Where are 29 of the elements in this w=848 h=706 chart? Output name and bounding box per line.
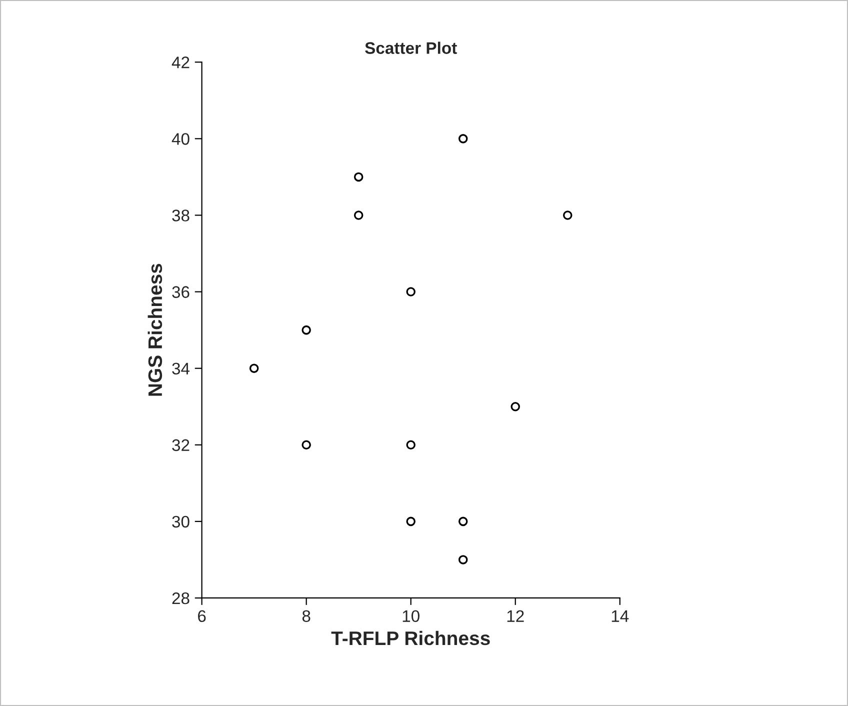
y-tick-label: 38 <box>172 210 190 222</box>
point <box>562 210 572 220</box>
y-tick-label: 30 <box>172 516 190 528</box>
point <box>458 134 468 144</box>
y-tick-label: 34 <box>172 362 190 375</box>
x-tick-label: 12 <box>507 610 524 622</box>
point <box>406 287 416 296</box>
point <box>249 364 259 373</box>
chart-title: Scatter Plot <box>365 42 457 54</box>
point <box>458 555 468 564</box>
point <box>354 210 364 220</box>
x-tick-label: 6 <box>198 610 206 622</box>
x-axis-title: T-RFLP Richness <box>331 630 490 646</box>
x-tick-label: 10 <box>402 610 420 622</box>
point <box>510 402 520 412</box>
point <box>406 440 416 450</box>
point <box>458 516 468 526</box>
y-tick-label: 42 <box>172 56 190 68</box>
point <box>354 172 364 182</box>
point <box>302 325 311 335</box>
x-tick-label: 14 <box>612 610 629 622</box>
y-tick-label: 40 <box>172 133 190 145</box>
y-tick-label: 28 <box>172 592 190 604</box>
y-tick-label: 32 <box>172 439 190 452</box>
x-tick-label: 8 <box>302 610 310 622</box>
y-axis-title: NGS Richness <box>148 264 162 396</box>
point <box>406 516 416 526</box>
y-tick-label: 36 <box>172 286 190 298</box>
point <box>302 440 311 450</box>
